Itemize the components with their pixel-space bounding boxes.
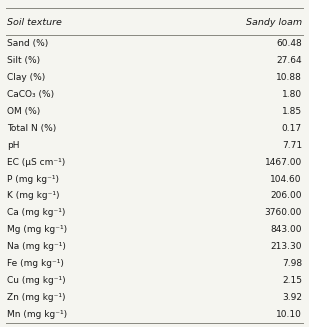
Text: Mn (mg kg⁻¹): Mn (mg kg⁻¹) bbox=[7, 310, 67, 319]
Text: Fe (mg kg⁻¹): Fe (mg kg⁻¹) bbox=[7, 259, 64, 268]
Text: 0.17: 0.17 bbox=[282, 124, 302, 133]
Text: 2.15: 2.15 bbox=[282, 276, 302, 285]
Text: 7.98: 7.98 bbox=[282, 259, 302, 268]
Text: Silt (%): Silt (%) bbox=[7, 56, 40, 65]
Text: Sandy loam: Sandy loam bbox=[246, 18, 302, 26]
Text: Na (mg kg⁻¹): Na (mg kg⁻¹) bbox=[7, 242, 66, 251]
Text: 104.60: 104.60 bbox=[270, 175, 302, 183]
Text: 1467.00: 1467.00 bbox=[265, 158, 302, 166]
Text: Cu (mg kg⁻¹): Cu (mg kg⁻¹) bbox=[7, 276, 66, 285]
Text: 3.92: 3.92 bbox=[282, 293, 302, 302]
Text: 10.10: 10.10 bbox=[276, 310, 302, 319]
Text: K (mg kg⁻¹): K (mg kg⁻¹) bbox=[7, 192, 60, 200]
Text: 843.00: 843.00 bbox=[270, 225, 302, 234]
Text: Zn (mg kg⁻¹): Zn (mg kg⁻¹) bbox=[7, 293, 66, 302]
Text: OM (%): OM (%) bbox=[7, 107, 40, 116]
Text: 60.48: 60.48 bbox=[276, 39, 302, 48]
Text: 7.71: 7.71 bbox=[282, 141, 302, 150]
Text: Mg (mg kg⁻¹): Mg (mg kg⁻¹) bbox=[7, 225, 67, 234]
Text: Soil texture: Soil texture bbox=[7, 18, 62, 26]
Text: 27.64: 27.64 bbox=[276, 56, 302, 65]
Text: Sand (%): Sand (%) bbox=[7, 39, 48, 48]
Text: 206.00: 206.00 bbox=[270, 192, 302, 200]
Text: P (mg kg⁻¹): P (mg kg⁻¹) bbox=[7, 175, 59, 183]
Text: Clay (%): Clay (%) bbox=[7, 73, 45, 82]
Text: 1.80: 1.80 bbox=[282, 90, 302, 99]
Text: 10.88: 10.88 bbox=[276, 73, 302, 82]
Text: Ca (mg kg⁻¹): Ca (mg kg⁻¹) bbox=[7, 208, 66, 217]
Text: 3760.00: 3760.00 bbox=[265, 208, 302, 217]
Text: pH: pH bbox=[7, 141, 19, 150]
Text: 213.30: 213.30 bbox=[270, 242, 302, 251]
Text: EC (μS cm⁻¹): EC (μS cm⁻¹) bbox=[7, 158, 66, 166]
Text: 1.85: 1.85 bbox=[282, 107, 302, 116]
Text: Total N (%): Total N (%) bbox=[7, 124, 56, 133]
Text: CaCO₃ (%): CaCO₃ (%) bbox=[7, 90, 54, 99]
